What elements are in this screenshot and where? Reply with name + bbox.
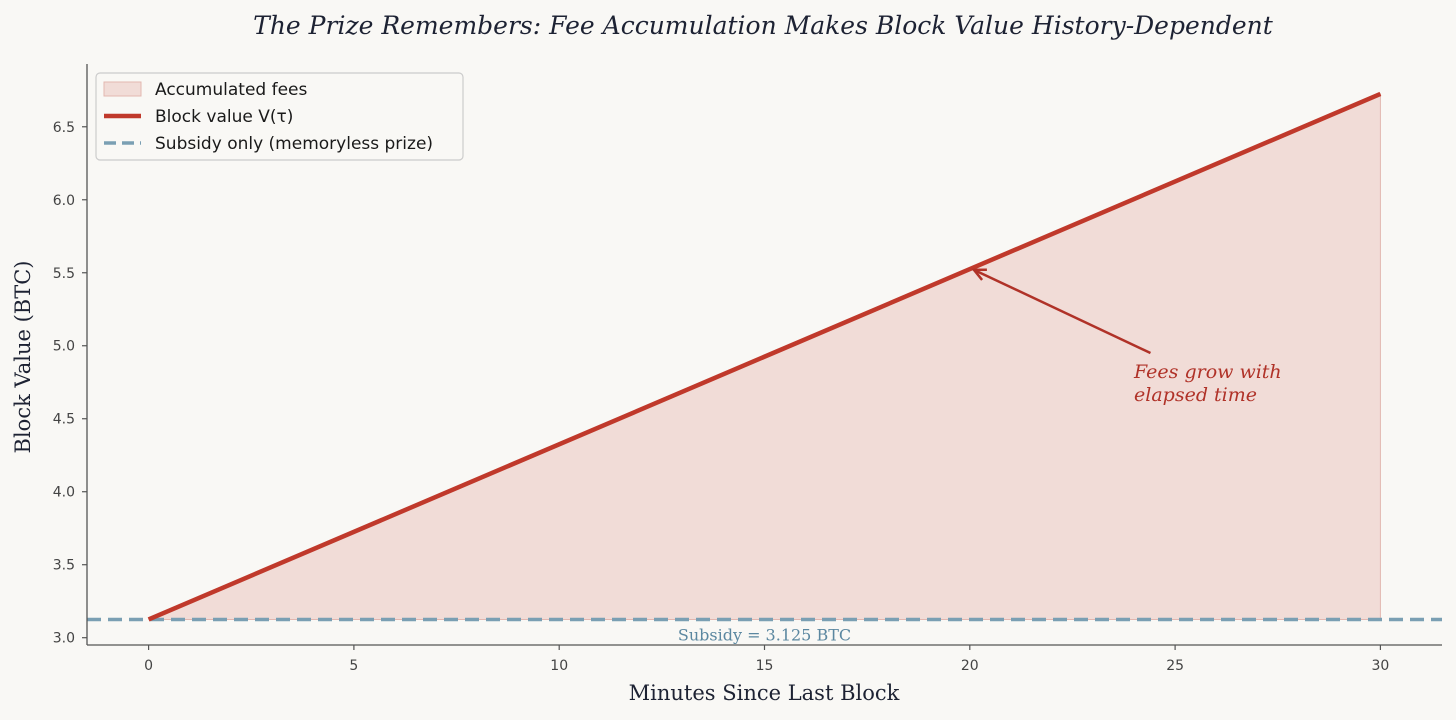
y-tick-label: 4.0	[53, 485, 75, 501]
axes: 0 5 10 15 20 25 30 3.0 3.5 4.0 4.5 5.0 5.5 6.0 6.5	[53, 64, 1442, 674]
x-tick-label: 5	[349, 658, 358, 674]
plot-area	[87, 91, 1442, 622]
annotation-arrow-head	[971, 268, 987, 281]
block-value-line	[147, 91, 1382, 622]
legend-box	[95, 72, 464, 161]
y-tick-label: 6.0	[53, 193, 75, 209]
legend: Accumulated fees Block value V(τ) Subsidy …	[95, 72, 464, 161]
x-tick-label: 0	[144, 658, 153, 674]
y-tick-label: 5.5	[53, 266, 75, 282]
x-tick-label: 10	[550, 658, 568, 674]
y-tick-label: 4.5	[53, 412, 75, 428]
y-axis-label: Block Value (BTC)	[11, 261, 35, 454]
y-tick-label: 3.0	[53, 631, 75, 647]
subsidy-label: Subsidy = 3.125 BTC	[678, 626, 851, 645]
y-tick-label: 3.5	[53, 558, 75, 574]
x-tick-label: 15	[756, 658, 774, 674]
legend-label: Subsidy only (memoryless prize)	[155, 134, 433, 154]
x-tick-label: 20	[961, 658, 979, 674]
annotation-text-line: elapsed time	[1134, 384, 1257, 406]
legend-label: Accumulated fees	[155, 80, 307, 100]
y-tick-label: 6.5	[53, 120, 75, 136]
annotation-arrow-shaft	[973, 268, 1152, 355]
chart-title: The Prize Remembers: Fee Accumulation Ma…	[253, 11, 1274, 40]
x-tick-label: 30	[1371, 658, 1389, 674]
annotation-text-line: Fees grow with	[1133, 361, 1282, 383]
y-tick-label: 5.0	[53, 339, 75, 355]
legend-swatch-accumulated-fees	[103, 81, 142, 97]
x-tick-label: 25	[1166, 658, 1184, 674]
x-axis-label: Minutes Since Last Block	[629, 681, 900, 705]
legend-label: Block value V(τ)	[155, 107, 293, 127]
